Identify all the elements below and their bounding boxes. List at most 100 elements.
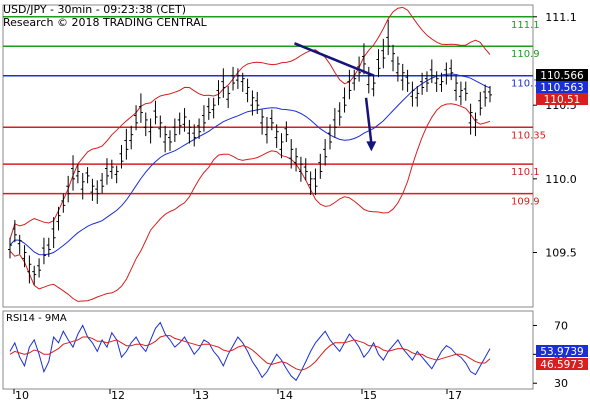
ohlc-bar xyxy=(337,102,342,126)
ohlc-bar xyxy=(51,217,56,249)
ohlc-bar xyxy=(279,133,284,159)
rsi-tag: 46.5973 xyxy=(536,358,588,371)
ohlc-bar xyxy=(429,59,434,84)
ohlc-bar xyxy=(381,38,386,69)
level-label: 110.1 xyxy=(511,167,540,178)
ohlc-bar xyxy=(90,178,95,201)
ohlc-bar xyxy=(439,72,444,92)
ohlc-bar xyxy=(134,105,139,131)
ohlc-bar xyxy=(221,68,226,98)
ohlc-bar xyxy=(46,237,51,257)
ohlc-bar xyxy=(298,156,303,182)
ohlc-bar xyxy=(463,81,468,101)
ohlc-bar xyxy=(148,118,153,144)
ohlc-bar xyxy=(85,167,90,184)
ohlc-bar xyxy=(342,87,347,113)
forecast-arrow xyxy=(364,97,373,144)
ohlc-bar xyxy=(240,72,245,92)
price-tag: 110.566 xyxy=(536,69,588,82)
ohlc-bar xyxy=(386,19,391,56)
ohlc-bar xyxy=(231,66,236,91)
ohlc-bar xyxy=(274,124,279,148)
ohlc-bar xyxy=(119,144,124,169)
rsi-plot-area xyxy=(2,310,534,390)
annotation-lines xyxy=(294,42,377,152)
ohlc-bar xyxy=(216,80,221,106)
level-label: 111.1 xyxy=(511,20,540,31)
price-tick-label: 109.5 xyxy=(545,246,577,259)
ohlc-bar xyxy=(114,165,119,184)
ohlc-bar xyxy=(201,105,206,132)
ohlc-bar xyxy=(80,172,85,200)
x-tick-label: 13 xyxy=(195,389,209,400)
ohlc-bar xyxy=(197,118,202,140)
bollinger-upper-line xyxy=(9,6,491,240)
ohlc-bar xyxy=(245,78,250,103)
x-tick-label: 15 xyxy=(363,389,377,400)
ohlc-bar xyxy=(22,245,27,268)
ohlc-bar xyxy=(211,97,216,119)
ohlc-bar xyxy=(143,112,148,137)
ohlc-bar xyxy=(12,220,17,243)
ohlc-bar xyxy=(391,44,396,72)
price-bars xyxy=(8,19,492,285)
ohlc-bar xyxy=(434,71,439,92)
ohlc-bar xyxy=(158,115,163,138)
price-tag: 110.51 xyxy=(536,93,588,106)
ohlc-bar xyxy=(255,91,260,115)
ohlc-bar xyxy=(95,180,100,204)
price-tag: 110.563 xyxy=(536,81,588,94)
moving-average-line xyxy=(9,73,491,256)
rsi-tick-label: 70 xyxy=(554,319,568,332)
ohlc-bar xyxy=(420,72,425,95)
ohlc-bar xyxy=(235,68,240,89)
ohlc-bar xyxy=(366,66,371,94)
ohlc-bar xyxy=(347,69,352,100)
rsi-title: RSI14 - 9MA xyxy=(6,313,67,324)
copyright-text: Research © 2018 TRADING CENTRAL xyxy=(3,16,207,29)
ohlc-bar xyxy=(27,255,32,284)
svg-text:110.51: 110.51 xyxy=(544,94,581,106)
ohlc-bar xyxy=(71,155,76,191)
ohlc-bar xyxy=(56,206,61,231)
ohlc-bar xyxy=(483,84,488,107)
ohlc-bar xyxy=(32,265,37,285)
x-tick-label: 10 xyxy=(15,389,29,400)
ohlc-bar xyxy=(473,112,478,137)
ohlc-bar xyxy=(468,103,473,135)
ohlc-bar xyxy=(41,237,46,265)
ohlc-bar xyxy=(415,86,420,107)
ohlc-bar xyxy=(488,86,492,103)
ohlc-bar xyxy=(361,43,366,75)
ohlc-bar xyxy=(129,125,134,150)
rsi-lines xyxy=(9,321,491,382)
ohlc-bar xyxy=(163,125,168,153)
bollinger-lower-line xyxy=(9,103,491,302)
ohlc-bar xyxy=(182,108,187,132)
ohlc-bar xyxy=(328,124,332,150)
ohlc-bar xyxy=(75,164,80,184)
x-tick-label: 17 xyxy=(448,389,462,400)
ohlc-bar xyxy=(66,175,71,203)
svg-text:110.563: 110.563 xyxy=(540,82,583,94)
ohlc-bar xyxy=(37,258,42,278)
rsi-tick-label: 30 xyxy=(554,377,568,390)
ohlc-bar xyxy=(8,237,12,259)
price-panel: 111.1 110.9 110.7 110.35 110.1 109.9 111.1 110… xyxy=(2,4,588,308)
ohlc-bar xyxy=(289,139,294,169)
ohlc-bar xyxy=(400,63,405,91)
level-label: 110.35 xyxy=(511,130,546,141)
forecast-arrowhead xyxy=(366,141,377,152)
ohlc-bar xyxy=(192,124,197,147)
ohlc-bar xyxy=(226,86,231,109)
ohlc-bar xyxy=(177,112,182,135)
svg-text:53.9739: 53.9739 xyxy=(540,346,583,358)
rsi-ma-line xyxy=(9,335,491,371)
ohlc-bar xyxy=(100,172,105,194)
svg-text:110.566: 110.566 xyxy=(540,70,584,82)
level-label: 109.9 xyxy=(511,197,540,208)
ohlc-bar xyxy=(250,90,255,116)
